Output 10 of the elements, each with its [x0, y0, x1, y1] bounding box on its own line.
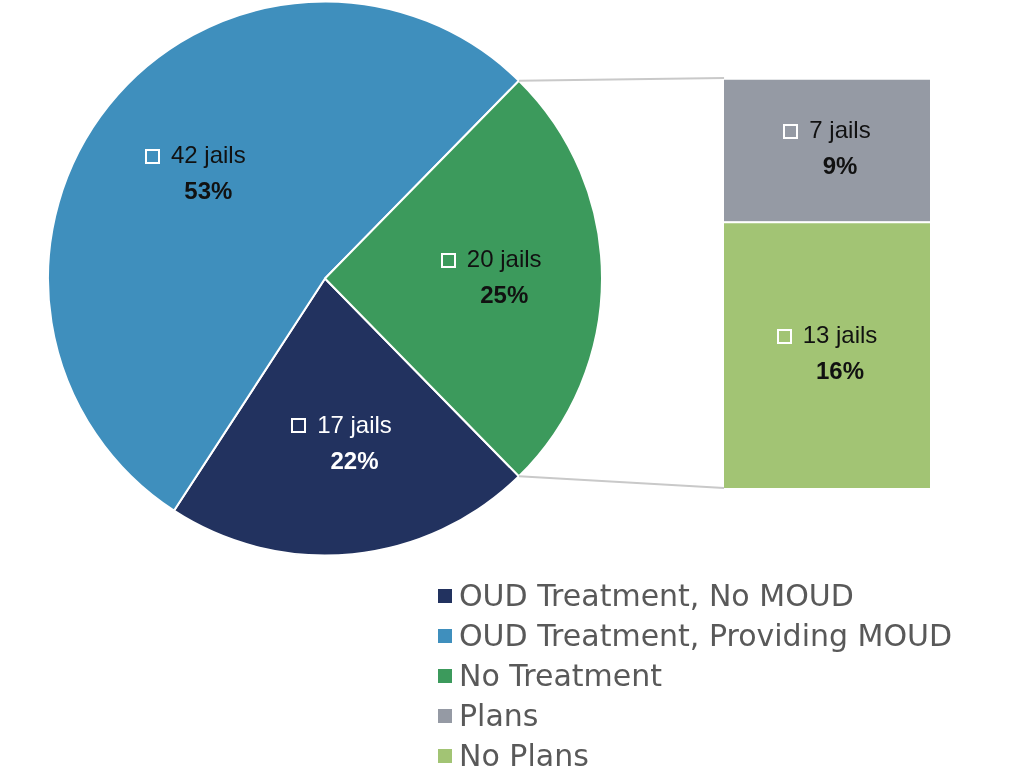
legend-label: Plans — [459, 697, 539, 735]
data-label: 20 jails 25% — [466, 245, 542, 309]
legend-label: No Treatment — [459, 657, 662, 695]
data-label: 17 jails 22% — [317, 410, 392, 474]
legend-label: OUD Treatment, Providing MOUD — [459, 617, 953, 655]
data-label: 42 jails 53% — [171, 141, 246, 205]
legend-label: No Plans — [459, 737, 589, 775]
data-label: 13 jails 16% — [802, 321, 878, 385]
data-label: 7 jails 9% — [809, 116, 871, 180]
legend-label: OUD Treatment, No MOUD — [459, 577, 854, 615]
